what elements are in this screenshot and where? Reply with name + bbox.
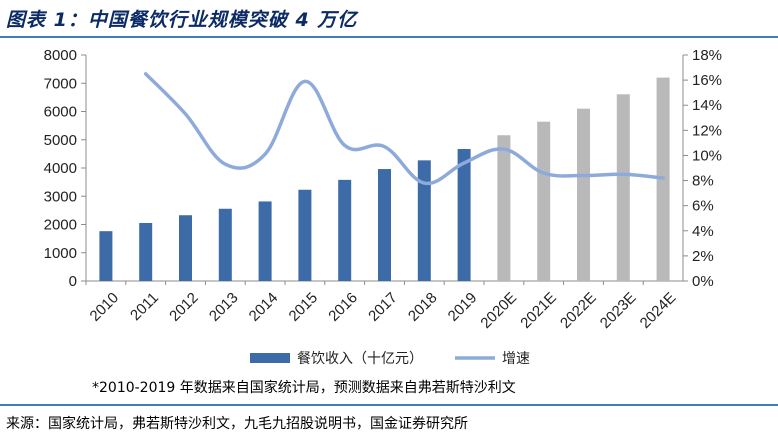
chart-legend: 餐饮收入（十亿元） 增速 xyxy=(250,351,530,367)
revenue-bar xyxy=(338,179,352,281)
x-tick-label: 2017 xyxy=(365,289,401,325)
left-tick-label: 4000 xyxy=(44,160,77,177)
legend-label-revenue: 餐饮收入（十亿元） xyxy=(297,351,423,367)
source-bar: 来源：国家统计局，弗若斯特沙利文，九毛九招股说明书，国金证券研究所 xyxy=(0,404,778,448)
left-tick-label: 6000 xyxy=(44,104,77,121)
left-tick-label: 7000 xyxy=(44,75,77,92)
revenue-bar xyxy=(417,160,431,281)
right-tick-label: 4% xyxy=(692,223,714,240)
revenue-bar xyxy=(139,222,153,281)
bar-line-chart: 0 1000 2000 3000 4000 5000 6000 7000 8000 0% 2% 4% 6… xyxy=(44,47,722,367)
revenue-bar xyxy=(537,121,551,281)
plot-area: 0 1000 2000 3000 4000 5000 6000 7000 8000 0% 2% 4% 6… xyxy=(44,47,722,332)
revenue-bar xyxy=(258,201,272,281)
left-tick-label: 2000 xyxy=(44,217,77,234)
x-tick-label: 2020E xyxy=(477,289,520,332)
right-tick-label: 2% xyxy=(692,248,714,265)
x-tick-label: 2014 xyxy=(246,289,282,325)
x-tick-label: 2021E xyxy=(517,289,560,332)
revenue-bar xyxy=(577,108,590,281)
x-tick-label: 2016 xyxy=(325,289,361,325)
growth-rate-line xyxy=(143,72,665,186)
revenue-bar xyxy=(457,149,471,281)
x-tick-label: 2022E xyxy=(557,289,600,332)
revenue-bar xyxy=(179,215,192,281)
legend-swatch-revenue xyxy=(250,353,290,363)
right-tick-label: 6% xyxy=(692,198,714,215)
left-tick-label: 5000 xyxy=(44,132,77,149)
right-tick-label: 0% xyxy=(692,273,714,290)
right-tick-label: 12% xyxy=(692,122,722,139)
revenue-bar xyxy=(298,189,312,281)
left-tick-label: 0 xyxy=(69,273,77,290)
x-tick-label: 2018 xyxy=(405,289,441,325)
right-tick-label: 8% xyxy=(692,173,714,190)
x-tick-label: 2012 xyxy=(166,289,202,325)
right-tick-label: 10% xyxy=(692,147,722,164)
left-tick-label: 8000 xyxy=(44,47,77,64)
revenue-bar xyxy=(218,208,232,281)
figure-title: 图表 1：中国餐饮行业规模突破 4 万亿 xyxy=(6,9,358,31)
x-tick-label: 2010 xyxy=(87,289,123,325)
right-tick-label: 16% xyxy=(692,72,722,89)
legend-label-growth: 增速 xyxy=(502,351,530,367)
x-tick-label: 2011 xyxy=(127,289,162,324)
x-tick-label: 2013 xyxy=(206,289,242,325)
revenue-bar xyxy=(497,135,511,281)
revenue-bar xyxy=(616,94,630,281)
x-tick-label: 2023E xyxy=(597,289,640,332)
left-tick-label: 1000 xyxy=(44,245,77,262)
revenue-bar xyxy=(378,169,391,281)
left-tick-label: 3000 xyxy=(44,188,77,205)
title-bar: 图表 1：中国餐饮行业规模突破 4 万亿 xyxy=(0,0,778,38)
right-tick-label: 18% xyxy=(692,47,722,64)
source-line: 来源：国家统计局，弗若斯特沙利文，九毛九招股说明书，国金证券研究所 xyxy=(6,416,468,432)
x-tick-label: 2024E xyxy=(637,289,680,332)
x-tick-label: 2019 xyxy=(445,289,481,325)
right-tick-label: 14% xyxy=(692,97,722,114)
x-tick-label: 2015 xyxy=(286,289,322,325)
revenue-bar xyxy=(99,231,113,281)
data-note: *2010-2019 年数据来自国家统计局，预测数据来自弗若斯特沙利文 xyxy=(92,380,516,396)
